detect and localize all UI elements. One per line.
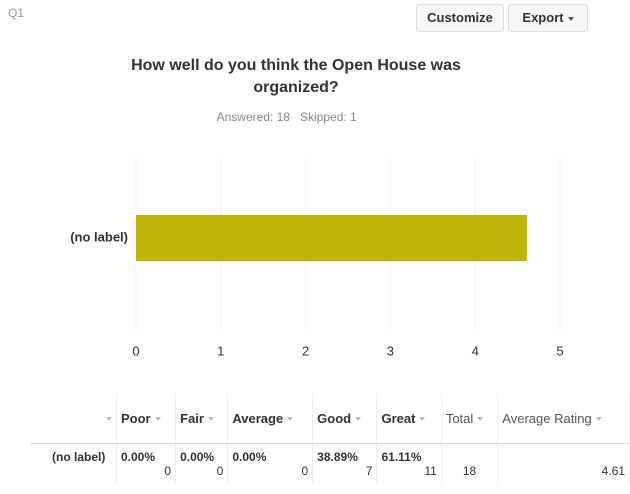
chart: How well do you think the Open House was… bbox=[70, 57, 563, 358]
bar bbox=[136, 215, 527, 261]
average-cell: 4.61 bbox=[497, 443, 630, 484]
header-label: Total bbox=[445, 410, 474, 426]
percent: 61.11% bbox=[381, 450, 422, 464]
caret bbox=[567, 16, 574, 21]
header-label: Good bbox=[317, 410, 352, 426]
header-cell: Great bbox=[376, 393, 442, 444]
answered: Answered: 18 bbox=[217, 110, 291, 124]
cell: 61.11% 11 bbox=[376, 443, 442, 484]
total: 18 bbox=[462, 464, 477, 478]
cell: 0.00% 0 bbox=[116, 443, 177, 484]
chart-title: organized? bbox=[253, 79, 338, 96]
x-tick-label: 3 bbox=[387, 343, 394, 358]
y-tick-label: (no label) bbox=[70, 229, 128, 244]
percent: 0.00% bbox=[232, 450, 267, 464]
percent: 0.00% bbox=[121, 450, 156, 464]
cell: 0.00% 0 bbox=[175, 443, 229, 484]
total-cell: 18 bbox=[441, 443, 499, 484]
count: 0 bbox=[216, 464, 224, 478]
percent: 38.89% bbox=[317, 450, 358, 464]
table-row: (no label) 0.00% 0 0.00% 0 0.00% 0 38.89% 7 61.11… bbox=[30, 443, 630, 484]
header-label: Average Rating bbox=[502, 410, 592, 426]
header-label: Fair bbox=[180, 410, 204, 426]
cell: 38.89% 7 bbox=[312, 443, 378, 484]
header-label: Poor bbox=[121, 410, 151, 426]
button-label: Export bbox=[522, 10, 564, 25]
x-tick-label: 2 bbox=[302, 343, 309, 358]
header-cell: Poor bbox=[116, 393, 177, 444]
button-label: Customize bbox=[427, 10, 493, 25]
row-label-text: (no label) bbox=[52, 450, 106, 464]
count: 11 bbox=[424, 464, 437, 478]
header-cell: Average bbox=[227, 393, 314, 444]
average: 4.61 bbox=[601, 464, 625, 478]
row-label: (no label) bbox=[30, 443, 117, 484]
header-cell bbox=[30, 393, 117, 444]
cell: 0.00% 0 bbox=[227, 443, 314, 484]
x-tick-label: 4 bbox=[472, 343, 479, 358]
customize-button[interactable]: Customize bbox=[416, 4, 504, 32]
x-tick-label: 1 bbox=[217, 343, 224, 358]
question-number: Q1 bbox=[8, 6, 25, 20]
header-label: Average bbox=[232, 410, 284, 426]
header-cell: Fair bbox=[175, 393, 229, 444]
count: 0 bbox=[301, 464, 309, 478]
skipped: Skipped: 1 bbox=[300, 110, 357, 124]
count: 7 bbox=[365, 464, 373, 478]
header-cell: Average Rating bbox=[497, 393, 630, 444]
count: 0 bbox=[164, 464, 172, 478]
results-table: Poor Fair Average Good Great Total Average Rat… bbox=[30, 393, 630, 484]
header-cell: Total bbox=[441, 393, 499, 444]
chart-title: How well do you think the Open House was bbox=[131, 57, 461, 74]
x-tick-label: 5 bbox=[556, 343, 563, 358]
percent: 0.00% bbox=[180, 450, 215, 464]
header-label: Great bbox=[381, 410, 416, 426]
header-cell: Good bbox=[312, 393, 378, 444]
export-button[interactable]: Export bbox=[508, 4, 588, 32]
x-tick-label: 0 bbox=[132, 343, 139, 358]
